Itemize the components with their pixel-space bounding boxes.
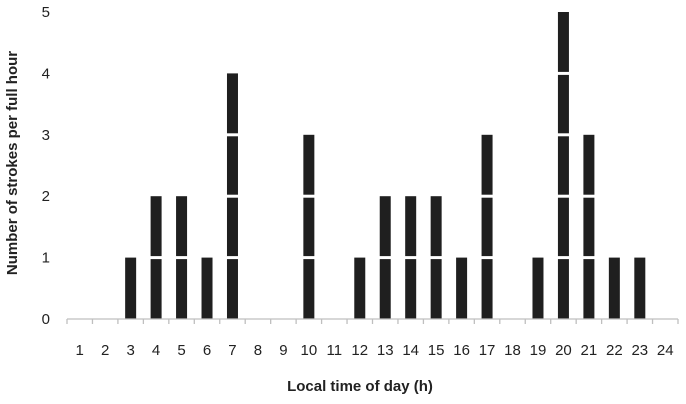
- x-tick-label: 16: [453, 342, 470, 359]
- bar-segment: [226, 136, 238, 195]
- bar-segment: [481, 197, 493, 257]
- bar-segment: [176, 196, 188, 257]
- x-tick-label: 24: [657, 342, 674, 359]
- y-tick-label: 2: [42, 188, 50, 205]
- x-tick-label: 3: [126, 342, 134, 359]
- y-tick-label: 1: [42, 250, 50, 267]
- bar-segment: [379, 196, 391, 257]
- bar-segment: [583, 259, 595, 319]
- bar-segment: [150, 196, 162, 257]
- x-tick-label: 5: [177, 342, 185, 359]
- bar-segment: [201, 257, 213, 319]
- y-axis-title-group: Number of strokes per full hour: [4, 51, 21, 275]
- bar-segment: [303, 197, 315, 257]
- bar-segment: [405, 259, 417, 319]
- bar-segment: [405, 196, 417, 257]
- x-tick-label: 7: [228, 342, 236, 359]
- x-tick-label: 21: [581, 342, 598, 359]
- bar-segment: [176, 259, 188, 319]
- x-tick-label: 9: [279, 342, 287, 359]
- bar-segment: [557, 197, 569, 257]
- bar-segment: [583, 197, 595, 257]
- bar-segment: [634, 257, 646, 319]
- x-tick-label: 6: [203, 342, 211, 359]
- bar-segment: [150, 259, 162, 319]
- bar-segment: [557, 259, 569, 319]
- x-tick-label: 15: [428, 342, 445, 359]
- x-tick-label: 20: [555, 342, 572, 359]
- x-axis-title: Local time of day (h): [287, 378, 433, 395]
- bar-segment: [608, 257, 620, 319]
- bar-segment: [303, 134, 315, 195]
- x-tick-label: 1: [76, 342, 84, 359]
- x-tick-label: 14: [402, 342, 419, 359]
- bar-segment: [226, 73, 238, 134]
- x-tick-label: 13: [377, 342, 394, 359]
- y-tick-label: 5: [42, 4, 50, 21]
- bar-segment: [379, 259, 391, 319]
- x-tick-label: 19: [530, 342, 547, 359]
- x-tick-label: 12: [351, 342, 368, 359]
- bar-segment: [430, 196, 442, 257]
- x-tick-label: 18: [504, 342, 521, 359]
- y-tick-label: 4: [42, 65, 50, 82]
- bar-segment: [557, 12, 569, 72]
- bar-segment: [481, 134, 493, 195]
- bar-segment: [532, 257, 544, 319]
- bar-segment: [430, 259, 442, 319]
- bar-segment: [303, 259, 315, 319]
- y-tick-labels: 0 1 2 3 4 5: [42, 4, 50, 328]
- x-tick-labels: 1 2 3 4 5 6 7 8 9 10 11 12 13 14 15 16 17 18 19 20 21 22 23 24: [76, 342, 674, 359]
- x-tick-label: 22: [606, 342, 623, 359]
- y-axis-title: Number of strokes per full hour: [4, 51, 21, 275]
- bar-segment: [354, 257, 366, 319]
- x-tick-label: 4: [152, 342, 160, 359]
- bar-segment: [557, 136, 569, 195]
- x-axis-tick-marks: [66, 319, 679, 324]
- bar-segment: [226, 259, 238, 319]
- bar-segment: [583, 134, 595, 195]
- y-tick-label: 0: [42, 311, 50, 328]
- bar-segment: [456, 257, 468, 319]
- x-tick-label: 10: [301, 342, 318, 359]
- bar-segment: [125, 257, 137, 319]
- x-tick-label: 11: [327, 342, 343, 359]
- x-tick-label: 2: [101, 342, 109, 359]
- y-tick-label: 3: [42, 127, 50, 144]
- bar-segment: [557, 74, 569, 134]
- x-tick-label: 23: [631, 342, 648, 359]
- bars: [125, 12, 646, 319]
- x-tick-label: 17: [479, 342, 496, 359]
- bar-segment: [226, 197, 238, 257]
- x-tick-label: 8: [254, 342, 262, 359]
- bar-segment: [481, 259, 493, 319]
